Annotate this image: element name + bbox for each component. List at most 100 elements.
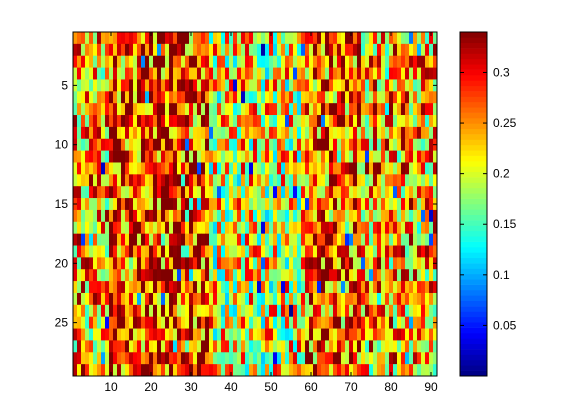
heatmap-cell: [397, 138, 402, 151]
heatmap-cell: [73, 67, 78, 80]
y-tick-label: 5: [61, 78, 68, 92]
heatmap-cell: [417, 55, 422, 68]
heatmap-cell: [173, 257, 178, 270]
heatmap-cell: [101, 209, 106, 223]
heatmap-cell: [337, 292, 342, 306]
colorbar-segment: [460, 198, 487, 205]
heatmap-cell: [221, 174, 226, 187]
heatmap-cell: [353, 174, 358, 187]
heatmap-cell: [285, 221, 290, 234]
heatmap-cell: [281, 233, 286, 246]
heatmap-cell: [321, 352, 326, 365]
heatmap-cell: [361, 174, 366, 187]
heatmap-cell: [365, 32, 370, 45]
heatmap-cell: [133, 55, 138, 68]
heatmap-cell: [85, 364, 90, 377]
heatmap-cell: [357, 150, 362, 163]
heatmap-cell: [109, 174, 114, 187]
heatmap-cell: [181, 257, 186, 270]
heatmap-cell: [385, 364, 390, 377]
heatmap-cell: [425, 281, 430, 294]
colorbar-segment: [460, 220, 487, 226]
heatmap-cell: [109, 162, 114, 175]
heatmap-cell: [389, 138, 394, 151]
heatmap-cell: [77, 162, 82, 175]
heatmap-cell: [265, 340, 270, 353]
heatmap-cell: [305, 79, 310, 92]
heatmap-cell: [173, 328, 178, 341]
heatmap-cell: [333, 138, 338, 151]
heatmap-cell: [385, 257, 390, 270]
heatmap-cell: [221, 43, 226, 57]
heatmap-cell: [245, 150, 250, 163]
heatmap-cell: [389, 245, 394, 258]
heatmap-cell: [277, 186, 282, 199]
heatmap-cell: [325, 292, 330, 306]
heatmap-cell: [165, 67, 170, 80]
heatmap-cell: [217, 67, 222, 80]
heatmap-cell: [89, 186, 94, 199]
heatmap-cell: [273, 340, 278, 353]
heatmap-cell: [433, 32, 438, 45]
heatmap-cell: [377, 91, 382, 104]
heatmap-cell: [161, 245, 166, 258]
heatmap-cell: [73, 304, 78, 317]
heatmap-cell: [289, 198, 294, 211]
heatmap-cell: [417, 233, 422, 246]
heatmap-cell: [149, 79, 154, 92]
heatmap-cell: [365, 364, 370, 377]
heatmap-cell: [313, 138, 318, 151]
heatmap-cell: [165, 340, 170, 353]
heatmap-cell: [105, 126, 110, 140]
heatmap-cell: [309, 198, 314, 211]
heatmap-cell: [341, 162, 346, 175]
heatmap-cell: [285, 126, 290, 140]
heatmap-cell: [189, 138, 194, 151]
heatmap-cell: [393, 32, 398, 45]
heatmap-cell: [289, 91, 294, 104]
heatmap-cell: [109, 79, 114, 92]
heatmap-cell: [101, 352, 106, 365]
heatmap-cell: [121, 269, 126, 282]
heatmap-cell: [313, 245, 318, 258]
heatmap-cell: [333, 115, 338, 128]
heatmap-cell: [353, 328, 358, 341]
heatmap-cell: [253, 115, 258, 128]
heatmap-cell: [361, 55, 366, 68]
heatmap-cell: [401, 221, 406, 234]
y-tick-label: 10: [55, 138, 69, 152]
heatmap-cell: [273, 304, 278, 317]
heatmap-cell: [393, 304, 398, 317]
heatmap-cell: [389, 257, 394, 270]
heatmap-cell: [389, 281, 394, 294]
heatmap-cell: [149, 209, 154, 223]
heatmap-cell: [229, 304, 234, 317]
heatmap-cell: [181, 126, 186, 140]
heatmap-cell: [241, 126, 246, 140]
heatmap-cell: [381, 55, 386, 68]
heatmap-cell: [421, 269, 426, 282]
heatmap-cell: [317, 43, 322, 57]
heatmap-cell: [317, 209, 322, 223]
heatmap-cell: [117, 174, 122, 187]
heatmap-cell: [361, 103, 366, 116]
heatmap-cell: [89, 67, 94, 80]
heatmap-cell: [165, 138, 170, 151]
heatmap-cell: [373, 281, 378, 294]
heatmap-cell: [129, 32, 134, 45]
heatmap-cell: [317, 126, 322, 140]
heatmap-cell: [265, 91, 270, 104]
heatmap-cell: [389, 162, 394, 175]
heatmap-cell: [277, 174, 282, 187]
heatmap-cell: [101, 292, 106, 306]
heatmap-cell: [329, 174, 334, 187]
heatmap-cell: [209, 162, 214, 175]
heatmap-cell: [433, 91, 438, 104]
heatmap-cell: [129, 292, 134, 306]
heatmap-cell: [129, 328, 134, 341]
heatmap-cell: [285, 91, 290, 104]
heatmap-cell: [193, 91, 198, 104]
heatmap-cell: [417, 43, 422, 57]
heatmap-cell: [385, 221, 390, 234]
heatmap-cell: [209, 292, 214, 306]
